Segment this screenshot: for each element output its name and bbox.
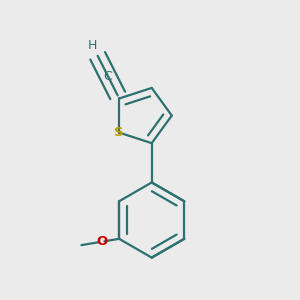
Text: H: H (88, 39, 97, 52)
Text: S: S (114, 126, 124, 139)
Text: C: C (103, 70, 112, 83)
Text: O: O (96, 235, 107, 248)
